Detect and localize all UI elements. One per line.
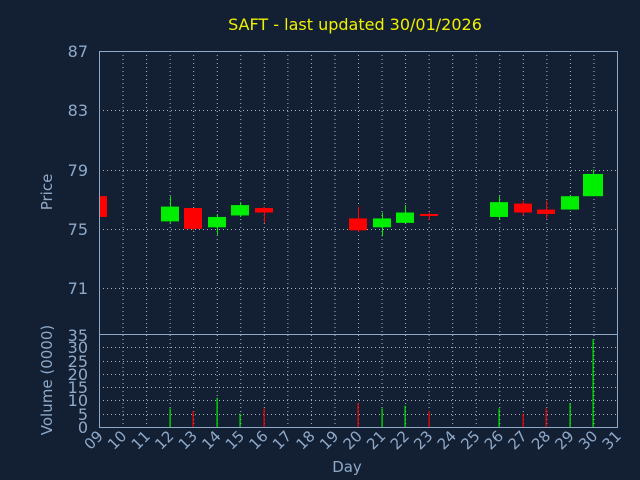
x-axis-label: Day: [332, 458, 362, 476]
day-tick-label: 14: [198, 427, 224, 453]
day-tick-label: 26: [481, 427, 507, 453]
day-tick-label: 31: [599, 427, 625, 453]
day-tick-label: 18: [293, 427, 319, 453]
volume-bar: [239, 413, 241, 427]
volume-bar: [545, 408, 547, 427]
day-tick-label: 21: [363, 427, 389, 453]
tick-label-layer: 8783797571302520151050091011121314151617…: [68, 42, 625, 453]
day-tick-label: 10: [104, 427, 130, 453]
day-tick-label: 22: [387, 427, 413, 453]
candle-body: [208, 216, 226, 228]
volume-bar: [216, 397, 218, 427]
price-panel-frame: [99, 51, 618, 335]
day-tick-label: 16: [245, 427, 271, 453]
day-tick-label: 13: [175, 427, 201, 453]
candle-layer: [99, 169, 603, 237]
price-tick-label: 71: [68, 279, 88, 298]
candle-body: [561, 196, 579, 210]
volume-bar: [263, 408, 265, 427]
price-tick-label: 75: [68, 220, 88, 239]
volume-axis-label: Volume (0000): [38, 325, 56, 435]
volume-tick-label: 20: [68, 365, 88, 384]
volume-bar: [522, 413, 524, 427]
volume-panel-frame: [99, 334, 618, 428]
candle-body: [184, 208, 202, 229]
price-tick-label: 79: [68, 161, 88, 180]
price-tick-label: 83: [68, 101, 88, 120]
candle-body: [583, 173, 603, 197]
day-tick-label: 28: [528, 427, 554, 453]
volume-bar: [192, 411, 194, 427]
candle-body: [231, 205, 249, 216]
volume-tick-label: 15: [68, 378, 88, 397]
chart-title: SAFT - last updated 30/01/2026: [228, 15, 482, 34]
volume-tick-label: 10: [68, 391, 88, 410]
price-axis-bottom-label: 35: [68, 326, 88, 345]
volume-bar: [592, 339, 594, 427]
day-tick-label: 27: [504, 427, 530, 453]
candle-body: [537, 209, 555, 214]
day-tick-label: 23: [410, 427, 436, 453]
candle-body: [349, 218, 367, 231]
candle-body: [255, 208, 273, 213]
volume-bar: [428, 411, 430, 427]
volume-bar: [169, 408, 171, 427]
volume-bar-layer: [169, 339, 594, 427]
volume-tick-label: 5: [78, 405, 88, 424]
volume-tick-label: 25: [68, 352, 88, 371]
candle-body: [490, 202, 508, 217]
candle-body: [514, 203, 532, 213]
frame-layer: [99, 51, 618, 428]
day-tick-label: 12: [151, 427, 177, 453]
volume-bar: [404, 405, 406, 427]
candle-body: [396, 212, 414, 223]
price-axis-label: Price: [38, 174, 56, 211]
price-tick-label: 87: [68, 42, 88, 61]
volume-bar: [569, 403, 571, 427]
volume-bar: [381, 408, 383, 427]
day-tick-label: 19: [316, 427, 342, 453]
day-tick-label: 17: [269, 427, 295, 453]
candle-body: [161, 206, 179, 222]
day-tick-label: 30: [575, 427, 601, 453]
day-tick-label: 20: [340, 427, 366, 453]
candle-body: [420, 213, 438, 216]
volume-tick-label: 0: [78, 418, 88, 437]
day-tick-label: 24: [434, 427, 460, 453]
volume-tick-label: 30: [68, 338, 88, 357]
grid-layer: [99, 51, 618, 427]
day-tick-label: 11: [128, 427, 154, 453]
day-tick-label: 25: [457, 427, 483, 453]
day-tick-label: 29: [552, 427, 578, 453]
candle-body: [373, 218, 391, 228]
volume-bar: [498, 408, 500, 427]
volume-bar: [357, 403, 359, 427]
day-tick-label: 15: [222, 427, 248, 453]
candle-body: [99, 196, 107, 217]
